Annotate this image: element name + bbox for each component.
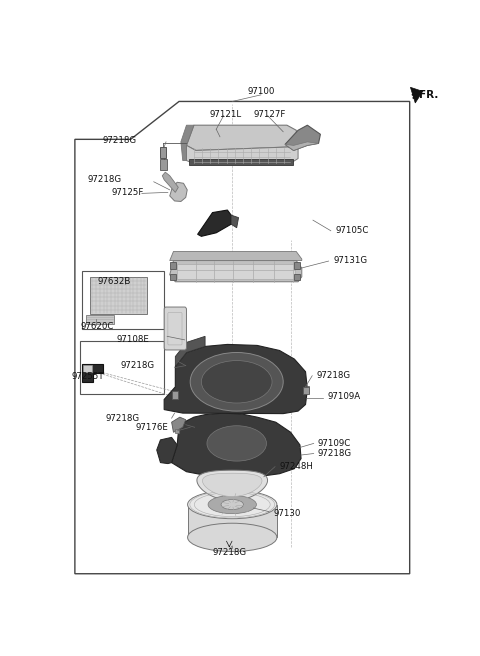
Polygon shape xyxy=(231,215,239,228)
Polygon shape xyxy=(198,210,231,236)
Polygon shape xyxy=(285,142,319,150)
Text: 97632B: 97632B xyxy=(97,277,131,286)
Ellipse shape xyxy=(207,426,266,461)
Bar xyxy=(302,387,309,394)
Polygon shape xyxy=(172,413,301,477)
Text: 97218G: 97218G xyxy=(318,449,352,458)
Polygon shape xyxy=(172,417,186,432)
Polygon shape xyxy=(203,473,262,497)
Ellipse shape xyxy=(190,352,283,411)
Bar xyxy=(170,274,176,280)
Polygon shape xyxy=(197,470,267,501)
Polygon shape xyxy=(181,125,194,161)
Bar xyxy=(172,392,178,399)
Bar xyxy=(188,504,277,537)
Text: 97105C: 97105C xyxy=(335,226,369,235)
Bar xyxy=(160,147,167,158)
Bar xyxy=(83,271,164,329)
Bar xyxy=(190,159,293,165)
Polygon shape xyxy=(83,364,103,382)
Polygon shape xyxy=(186,142,298,163)
Polygon shape xyxy=(156,438,177,464)
Bar xyxy=(160,159,167,170)
Ellipse shape xyxy=(188,523,277,552)
Text: 97100: 97100 xyxy=(247,87,275,96)
Polygon shape xyxy=(170,260,302,282)
Bar xyxy=(177,264,296,279)
Bar xyxy=(83,365,92,372)
Text: 97125F: 97125F xyxy=(111,188,144,197)
Polygon shape xyxy=(162,172,178,192)
Ellipse shape xyxy=(188,491,277,519)
Text: 97176E: 97176E xyxy=(136,422,168,432)
Text: 97620C: 97620C xyxy=(81,321,114,331)
Ellipse shape xyxy=(208,495,256,514)
Text: 97109A: 97109A xyxy=(328,392,361,401)
Bar xyxy=(294,262,300,269)
Text: 97127F: 97127F xyxy=(254,110,287,119)
Polygon shape xyxy=(175,337,205,367)
Ellipse shape xyxy=(221,499,243,510)
Bar xyxy=(294,274,300,280)
Polygon shape xyxy=(170,182,187,201)
Text: 97248H: 97248H xyxy=(279,462,313,471)
Text: 97218G: 97218G xyxy=(106,414,140,422)
Polygon shape xyxy=(285,125,321,150)
Text: 97108E: 97108E xyxy=(117,335,149,344)
Polygon shape xyxy=(186,125,298,150)
Text: FR.: FR. xyxy=(419,91,438,100)
Polygon shape xyxy=(305,386,309,393)
Bar xyxy=(90,277,147,314)
Ellipse shape xyxy=(202,361,272,403)
Text: 97121L: 97121L xyxy=(209,110,241,119)
Text: 97218G: 97218G xyxy=(317,371,351,380)
Polygon shape xyxy=(164,344,307,414)
Text: 97218G: 97218G xyxy=(102,136,136,145)
Text: 97255T: 97255T xyxy=(72,372,104,381)
Polygon shape xyxy=(170,251,302,260)
Text: 97131G: 97131G xyxy=(334,256,368,265)
Polygon shape xyxy=(410,87,423,103)
Text: 97218G: 97218G xyxy=(121,361,155,370)
Bar xyxy=(86,315,114,323)
Bar xyxy=(175,429,179,434)
Bar xyxy=(81,341,164,394)
Bar xyxy=(170,262,176,269)
FancyBboxPatch shape xyxy=(164,307,186,350)
Text: 97218G: 97218G xyxy=(212,548,246,556)
Text: 97109C: 97109C xyxy=(318,439,351,448)
Text: 97130: 97130 xyxy=(274,508,301,518)
Text: 97218G: 97218G xyxy=(87,175,121,184)
